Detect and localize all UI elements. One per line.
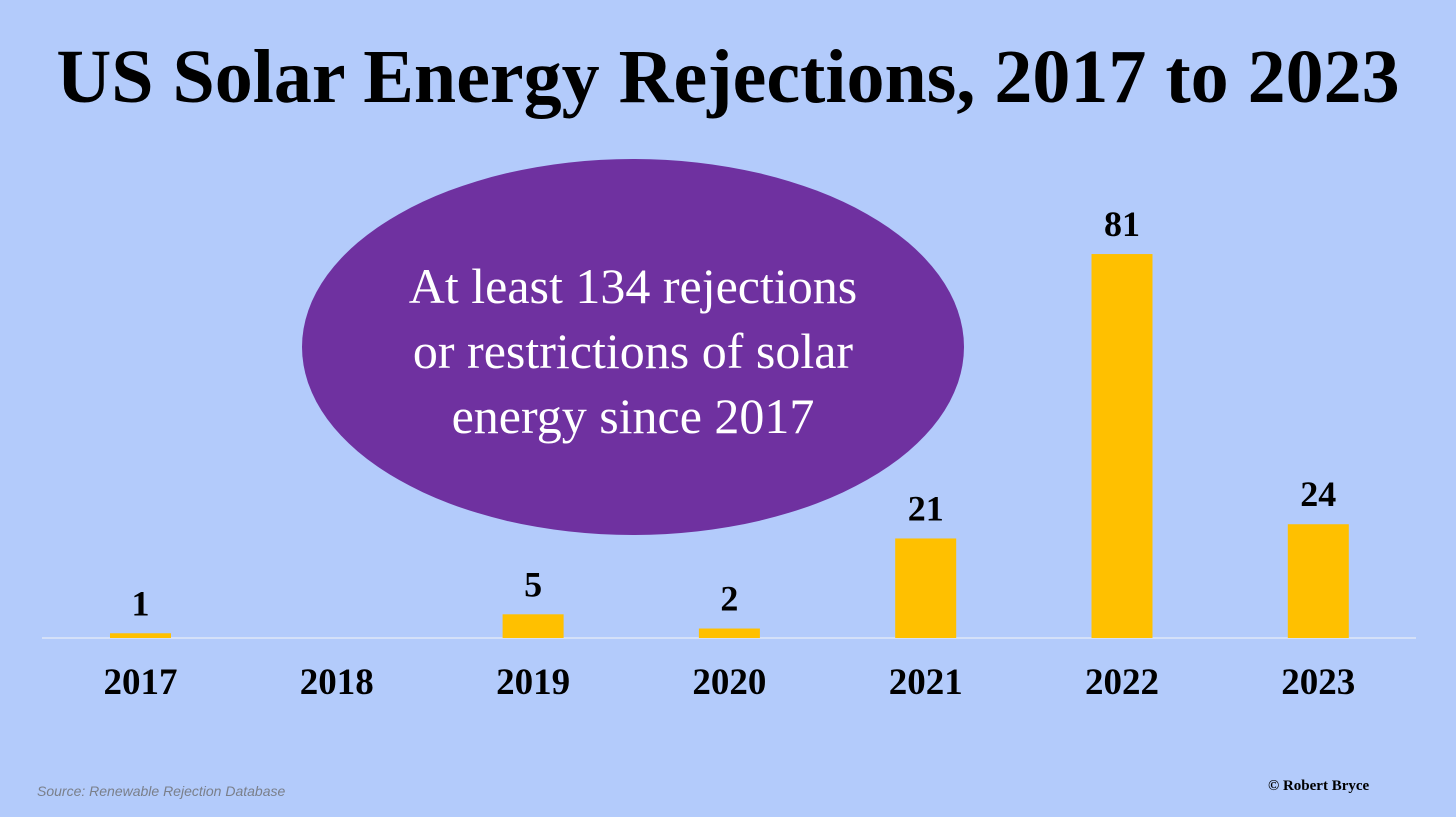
bar-2017: [110, 633, 171, 638]
bar-2019: [502, 614, 564, 638]
x-tick-label-2017: 2017: [104, 662, 178, 703]
x-tick-label-2023: 2023: [1281, 662, 1355, 703]
bar-2020: [698, 628, 760, 638]
value-label-2022: 81: [1104, 204, 1140, 244]
value-label-2019: 5: [524, 564, 542, 604]
bar-2021: [895, 538, 957, 638]
x-tick-label-2022: 2022: [1085, 662, 1159, 703]
source-note: Source: Renewable Rejection Database: [37, 783, 286, 799]
x-tick-label-2018: 2018: [300, 662, 374, 703]
value-label-2023: 24: [1300, 474, 1336, 514]
copyright-notice: © Robert Bryce: [1268, 778, 1370, 794]
bar-2023: [1287, 524, 1349, 638]
chart-title: US Solar Energy Rejections, 2017 to 2023: [56, 35, 1400, 119]
x-tick-label-2020: 2020: [692, 662, 766, 703]
bar-2022: [1091, 254, 1153, 638]
x-tick-label-2021: 2021: [889, 662, 963, 703]
value-label-2020: 2: [720, 579, 738, 619]
callout-text: At least 134 rejections or restrictions …: [408, 257, 858, 444]
value-label-2017: 1: [132, 583, 150, 623]
x-tick-label-2019: 2019: [496, 662, 570, 703]
value-label-2021: 21: [908, 488, 944, 528]
callout-ellipse: At least 134 rejections or restrictions …: [302, 159, 964, 535]
